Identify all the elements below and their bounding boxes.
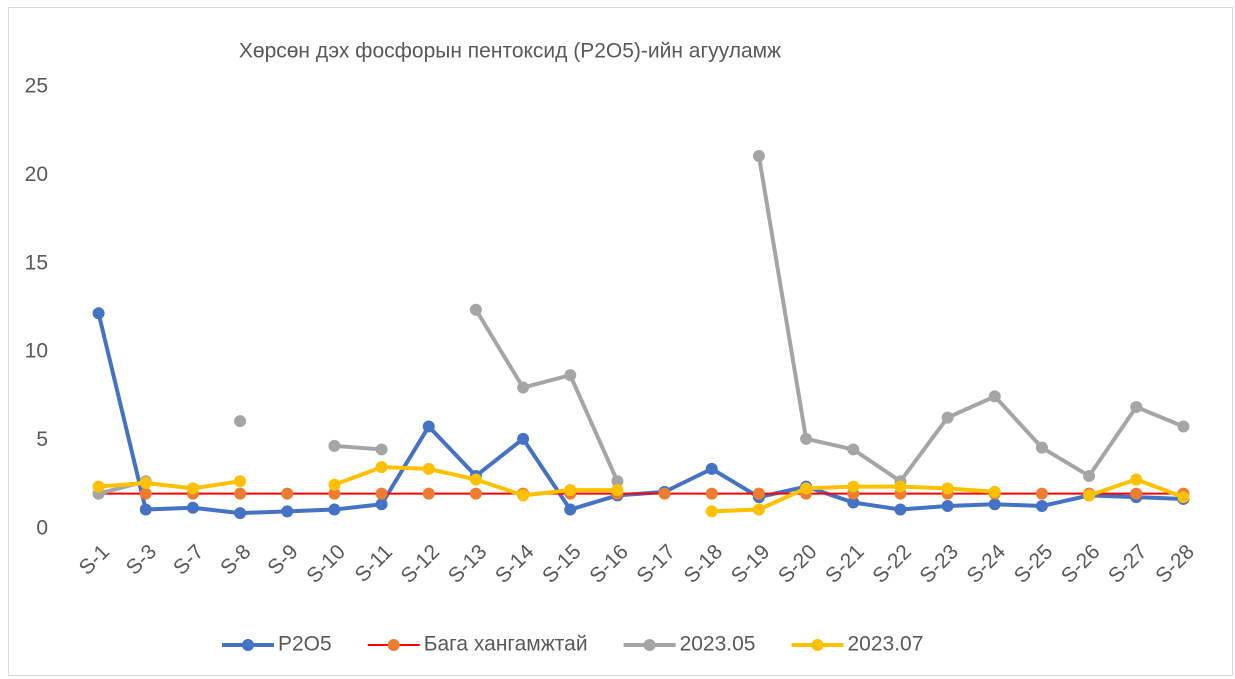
data-point	[328, 487, 341, 500]
data-point	[234, 487, 247, 500]
legend-marker	[242, 639, 254, 651]
data-point	[469, 303, 482, 316]
data-point	[941, 482, 954, 495]
data-point	[1035, 500, 1048, 513]
data-point	[375, 487, 388, 500]
data-point	[941, 411, 954, 424]
data-point	[139, 503, 152, 516]
data-point	[328, 503, 341, 516]
data-point	[1130, 401, 1143, 414]
data-point	[139, 477, 152, 490]
data-point	[705, 462, 718, 475]
data-point	[375, 461, 388, 474]
legend-marker	[387, 639, 400, 651]
data-point	[517, 381, 530, 394]
data-point	[1083, 469, 1096, 482]
data-point	[611, 475, 624, 488]
data-point	[800, 432, 813, 445]
data-point	[611, 484, 624, 497]
legend-label: P2O5	[278, 633, 332, 656]
data-point	[234, 507, 247, 520]
data-point	[941, 500, 954, 513]
data-point	[752, 149, 765, 162]
chart-border	[8, 7, 1233, 676]
data-point	[705, 487, 718, 500]
data-point	[1130, 473, 1143, 486]
data-point	[139, 487, 152, 500]
series-line	[96, 153, 1186, 496]
legend-label: 2023.05	[680, 633, 756, 656]
data-point	[988, 485, 1001, 498]
data-point	[375, 498, 388, 511]
data-point	[1035, 487, 1048, 500]
data-point	[752, 503, 765, 516]
y-tick-label: 5	[36, 428, 48, 451]
data-point	[92, 307, 105, 320]
y-tick-label: 0	[36, 517, 48, 540]
data-point	[564, 369, 577, 382]
chart-title: Хөрсөн дэх фосфорын пентоксид (P2O5)-ийн…	[239, 40, 781, 63]
data-point	[705, 505, 718, 518]
data-point	[375, 443, 388, 456]
data-point	[564, 503, 577, 516]
data-point	[988, 498, 1001, 511]
y-tick-label: 25	[25, 75, 48, 98]
y-tick-label: 10	[25, 340, 48, 363]
data-point	[800, 482, 813, 495]
data-point	[422, 462, 435, 475]
data-point	[658, 487, 671, 500]
data-point	[469, 473, 482, 486]
data-point	[1035, 441, 1048, 454]
data-point	[92, 480, 105, 493]
data-point	[1130, 487, 1143, 500]
data-point	[564, 484, 577, 497]
data-point	[847, 443, 860, 456]
data-point	[752, 487, 765, 500]
data-point	[422, 487, 435, 500]
data-point	[988, 390, 1001, 403]
data-point	[847, 480, 860, 493]
data-point	[517, 432, 530, 445]
data-point	[469, 487, 482, 500]
data-point	[1177, 491, 1190, 504]
data-point	[847, 496, 860, 509]
data-point	[186, 482, 199, 495]
data-point	[281, 487, 294, 500]
data-point	[234, 475, 247, 488]
data-point	[894, 503, 907, 516]
data-point	[328, 478, 341, 491]
data-point	[328, 439, 341, 452]
legend-label: Бага хангамжтай	[424, 633, 588, 656]
y-tick-label: 15	[25, 251, 48, 274]
data-point	[186, 501, 199, 514]
data-point	[234, 415, 247, 428]
data-point	[281, 505, 294, 518]
data-point	[1083, 489, 1096, 502]
legend-marker	[811, 639, 824, 651]
data-point	[1177, 420, 1190, 433]
y-tick-label: 20	[25, 163, 48, 186]
legend-marker	[643, 639, 656, 651]
data-point	[422, 420, 435, 433]
legend-label: 2023.07	[848, 633, 924, 656]
data-point	[894, 480, 907, 493]
data-point	[517, 489, 530, 502]
